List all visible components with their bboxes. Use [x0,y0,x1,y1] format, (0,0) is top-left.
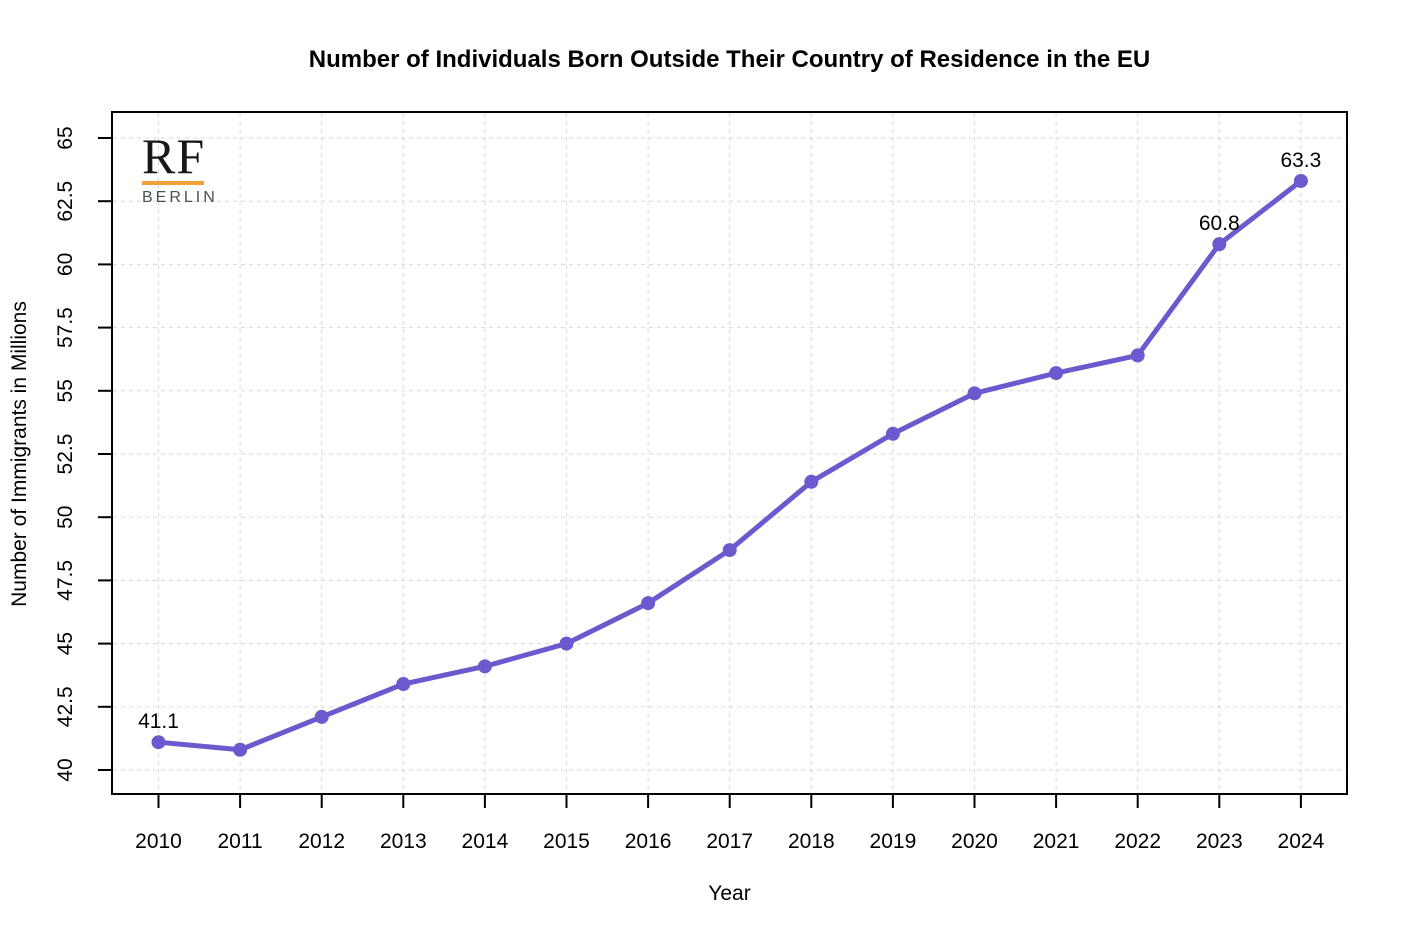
x-tick-label: 2011 [218,830,263,853]
data-point [885,426,900,441]
y-tick-label: 60 [54,253,77,276]
y-tick-label: 57.5 [54,307,77,348]
x-tick-label: 2020 [951,830,998,853]
data-point [1130,348,1145,363]
data-point-label: 41.1 [138,710,179,733]
logo-initials: RF [142,128,206,184]
data-point [477,659,492,674]
y-tick-label: 40 [54,758,77,781]
y-tick-label: 55 [54,379,77,402]
data-point [559,636,574,651]
x-tick-label: 2017 [706,830,753,853]
y-axis-title: Number of Immigrants in Millions [8,301,31,607]
logo-city: BERLIN [142,189,218,206]
data-point [967,386,982,401]
x-tick-label: 2024 [1278,830,1325,853]
data-point [151,735,166,750]
data-point [1049,366,1064,381]
y-tick-label: 65 [54,126,77,149]
data-point-label: 60.8 [1199,212,1240,235]
y-tick-label: 47.5 [54,560,77,601]
x-tick-label: 2010 [135,830,182,853]
y-tick-label: 45 [54,632,77,655]
x-tick-label: 2012 [298,830,345,853]
x-tick-label: 2013 [380,830,427,853]
y-tick-label: 42.5 [54,686,77,727]
data-point [1293,173,1308,188]
x-tick-label: 2023 [1196,830,1243,853]
x-tick-label: 2016 [625,830,672,853]
logo-underline-bar [142,181,204,185]
x-tick-label: 2019 [870,830,917,853]
data-point [722,543,737,558]
x-tick-label: 2021 [1033,830,1080,853]
y-tick-label: 62.5 [54,181,77,222]
x-tick-label: 2015 [543,830,590,853]
x-axis-title: Year [708,882,751,905]
y-tick-label: 52.5 [54,434,77,475]
data-point [641,596,656,611]
data-point [314,709,329,724]
data-point [804,474,819,489]
rf-berlin-logo: RF BERLIN [142,128,222,207]
x-tick-label: 2018 [788,830,835,853]
chart-title: Number of Individuals Born Outside Their… [308,46,1151,73]
data-point [396,677,411,692]
data-point [1212,237,1227,252]
y-tick-label: 50 [54,506,77,529]
data-point [233,742,248,757]
x-tick-label: 2022 [1114,830,1161,853]
data-point-label: 63.3 [1280,149,1321,172]
plot-border [111,111,1348,795]
x-tick-label: 2014 [462,830,509,853]
